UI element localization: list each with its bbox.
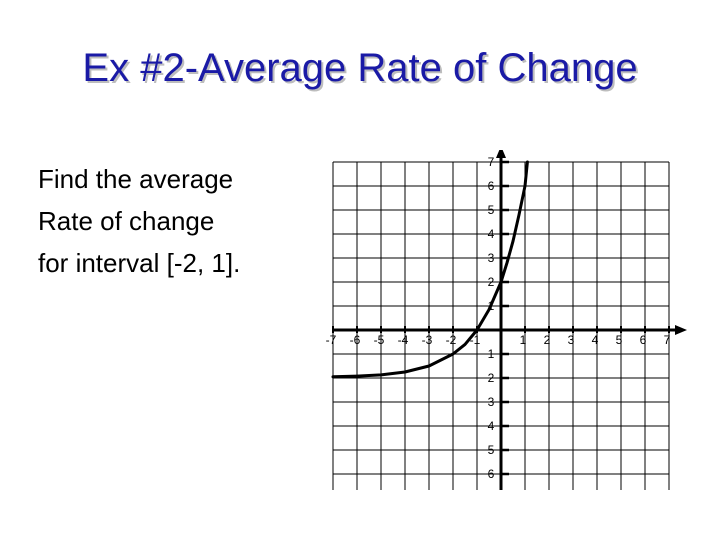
x-tick-label: -7 [326, 333, 337, 347]
x-tick-label: 5 [616, 333, 623, 347]
prompt-line-3: for interval [-2, 1]. [38, 248, 241, 278]
prompt-line-2: Rate of change [38, 206, 215, 236]
x-tick-label: 2 [544, 333, 551, 347]
exponential-curve [331, 160, 529, 379]
y-tick-label: 3 [488, 251, 495, 265]
y-tick-label: 2 [488, 371, 495, 385]
x-tick-label: -5 [374, 333, 385, 347]
y-tick-label: 5 [488, 443, 495, 457]
y-tick-label: 6 [488, 467, 495, 481]
y-tick-label: 2 [488, 275, 495, 289]
y-axis-arrow [496, 150, 506, 158]
y-tick-label: 4 [488, 419, 495, 433]
y-tick-label: 4 [488, 227, 495, 241]
y-tick-label: 6 [488, 179, 495, 193]
slide-title: Ex #2-Average Rate of Change [82, 46, 638, 90]
y-tick-label: 7 [488, 155, 495, 169]
x-tick-label: 6 [640, 333, 647, 347]
coordinate-graph: -7-6-5-4-3-2-1123456776543211234567 [326, 150, 687, 490]
x-tick-label: 1 [520, 333, 527, 347]
y-tick-label: 1 [488, 347, 495, 361]
y-tick-label: 5 [488, 203, 495, 217]
curve-layer [331, 160, 529, 379]
axes [332, 150, 687, 490]
x-tick-label: 7 [664, 333, 671, 347]
x-tick-label: -1 [470, 333, 481, 347]
problem-prompt: Find the average Rate of change for inte… [38, 158, 328, 284]
x-tick-label: 4 [592, 333, 599, 347]
prompt-line-1: Find the average [38, 164, 234, 194]
y-tick-label: 3 [488, 395, 495, 409]
x-tick-label: -6 [350, 333, 361, 347]
x-tick-label: -4 [398, 333, 409, 347]
tick-labels: -7-6-5-4-3-2-1123456776543211234567 [326, 155, 671, 481]
x-tick-label: -2 [446, 333, 457, 347]
x-tick-label: -3 [422, 333, 433, 347]
x-tick-label: 3 [568, 333, 575, 347]
x-axis-arrow [675, 325, 687, 335]
